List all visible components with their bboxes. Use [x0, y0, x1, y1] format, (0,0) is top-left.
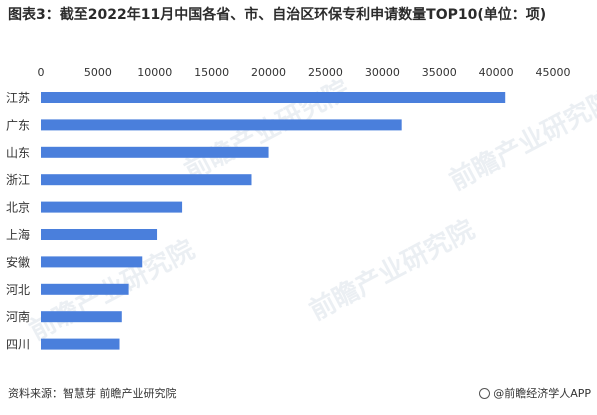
category-label: 上海	[6, 227, 30, 242]
x-tick-label: 5000	[84, 66, 112, 79]
brand-credit: @前瞻经济学人APP	[479, 385, 591, 401]
x-tick-label: 15000	[194, 66, 229, 79]
x-tick-label: 25000	[308, 66, 343, 79]
source-note: 资料来源：智慧芽 前瞻产业研究院	[8, 387, 177, 400]
x-tick-label: 40000	[479, 66, 514, 79]
bar	[41, 283, 129, 295]
bar	[41, 311, 122, 323]
bar	[41, 201, 183, 213]
chart-title: 图表3：截至2022年11月中国各省、市、自治区环保专利申请数量TOP10(单位…	[8, 7, 547, 23]
bar	[41, 229, 158, 240]
x-tick-label: 30000	[365, 66, 400, 79]
category-label: 河北	[6, 283, 30, 297]
category-label: 四川	[6, 338, 30, 352]
bar	[41, 338, 120, 350]
x-tick-label: 10000	[137, 66, 172, 79]
x-tick-label: 0	[38, 66, 45, 79]
x-tick-label: 35000	[422, 66, 457, 79]
brand-logo-icon	[479, 387, 491, 399]
bar-chart: 0 5000 10000 15000 20000 25000 30000 35000 40000…	[6, 66, 571, 352]
category-label: 浙江	[6, 173, 30, 187]
category-label: 江苏	[6, 91, 30, 105]
bar	[41, 174, 252, 186]
bar	[41, 146, 269, 158]
category-label: 河南	[6, 309, 30, 324]
category-label: 广东	[6, 118, 30, 132]
x-tick-label: 45000	[536, 66, 571, 79]
brand-text: @前瞻经济学人APP	[493, 387, 591, 400]
bar	[41, 119, 402, 131]
category-label: 北京	[6, 201, 30, 215]
bar	[41, 92, 506, 103]
bar	[41, 256, 143, 268]
category-label: 安徽	[6, 254, 30, 269]
category-label: 山东	[6, 146, 30, 160]
x-tick-label: 20000	[251, 66, 286, 79]
